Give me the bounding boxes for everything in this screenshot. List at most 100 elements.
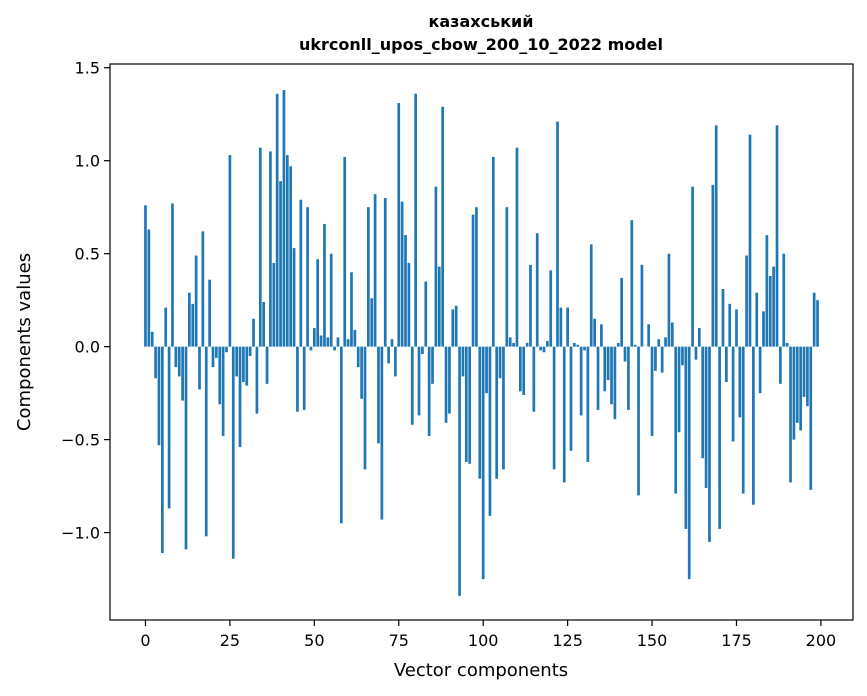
bar: [566, 307, 569, 347]
bar-series: [144, 90, 819, 596]
bar: [272, 262, 276, 347]
bar: [687, 346, 691, 580]
bar: [431, 346, 434, 384]
bar: [782, 253, 786, 347]
bar: [285, 155, 289, 347]
bar: [789, 346, 792, 483]
x-tick-label: 50: [304, 631, 324, 650]
bar: [735, 309, 738, 347]
bar: [745, 255, 748, 347]
bar: [573, 342, 576, 347]
bar: [350, 272, 353, 347]
bar: [194, 255, 198, 347]
bar: [154, 346, 157, 379]
bar: [816, 300, 819, 347]
bar: [204, 346, 208, 537]
bar: [319, 335, 323, 347]
bar: [518, 346, 522, 392]
bar: [657, 339, 661, 347]
bar: [583, 346, 586, 351]
bar: [177, 346, 181, 377]
bar: [512, 342, 515, 347]
bar: [677, 346, 681, 433]
bar: [323, 223, 326, 347]
bar: [758, 346, 762, 394]
bar: [356, 346, 360, 368]
bar: [198, 346, 201, 390]
bar: [164, 307, 168, 347]
bar: [248, 346, 252, 356]
bar: [333, 346, 336, 351]
bar: [616, 342, 620, 347]
x-tick-label: 100: [468, 631, 499, 650]
bar: [339, 346, 343, 524]
bar: [765, 235, 769, 347]
bar: [667, 253, 671, 347]
bar: [258, 147, 262, 347]
bar: [370, 298, 374, 347]
bar: [718, 346, 721, 529]
bar: [495, 346, 499, 479]
bar: [586, 346, 590, 462]
bar: [603, 346, 607, 392]
x-tick-label: 200: [806, 631, 837, 650]
bar: [235, 346, 238, 377]
bar: [812, 292, 816, 347]
bar: [802, 346, 806, 397]
bar: [363, 346, 367, 470]
bar: [171, 203, 174, 347]
bar: [367, 207, 370, 347]
bar: [546, 341, 549, 347]
bar: [498, 346, 502, 379]
bar: [184, 346, 188, 550]
bar: [792, 346, 796, 440]
bar: [421, 346, 424, 355]
bar: [269, 151, 272, 347]
bar: [491, 156, 495, 347]
bar: [708, 346, 711, 542]
bar: [316, 259, 320, 347]
bar: [606, 346, 610, 381]
bar: [336, 337, 340, 347]
bar: [549, 270, 553, 347]
bar: [711, 184, 715, 347]
bar: [147, 229, 151, 347]
bar: [404, 235, 407, 347]
bar: [731, 346, 735, 442]
bar: [265, 346, 269, 384]
bar: [434, 186, 438, 347]
y-tick-label: 0.5: [75, 245, 100, 264]
bar: [762, 311, 765, 347]
bar: [542, 346, 546, 353]
bar: [552, 346, 556, 470]
bar: [218, 346, 222, 405]
bar: [610, 346, 613, 405]
bar: [752, 346, 755, 505]
bar: [589, 244, 593, 347]
bar: [225, 346, 228, 353]
bar: [309, 346, 313, 351]
bar: [448, 346, 451, 414]
chart-title-line-2: ukrconll_upos_cbow_200_10_2022 model: [299, 35, 663, 54]
bar: [664, 337, 667, 347]
bar: [292, 248, 296, 347]
bar: [306, 207, 309, 347]
bar: [535, 233, 539, 347]
y-axis-label: Components values: [14, 253, 35, 431]
x-axis-ticks: 0 25 50 75 100 125 150 175 200: [140, 620, 836, 650]
bar: [515, 147, 519, 347]
bar: [464, 346, 468, 462]
y-tick-label: 1.5: [75, 59, 100, 78]
y-tick-label: −0.5: [61, 431, 100, 450]
bar: [245, 346, 249, 386]
bar: [701, 346, 705, 459]
bar: [343, 156, 347, 347]
bar: [410, 346, 414, 425]
bar: [593, 318, 596, 347]
bar: [427, 346, 431, 436]
bar: [522, 346, 526, 395]
bar: [390, 339, 394, 347]
bar: [799, 346, 802, 431]
bar: [238, 346, 242, 448]
bar: [191, 303, 195, 347]
